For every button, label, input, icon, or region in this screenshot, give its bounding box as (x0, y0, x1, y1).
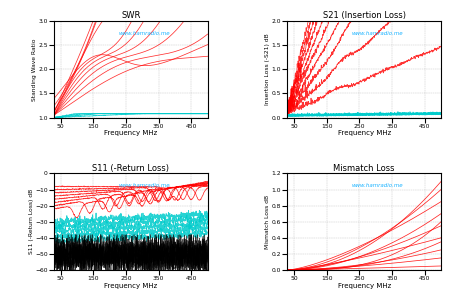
X-axis label: Frequency MHz: Frequency MHz (104, 130, 158, 136)
Text: www.hamradio.me: www.hamradio.me (118, 31, 170, 36)
Y-axis label: Insertion Loss (-S21) dB: Insertion Loss (-S21) dB (265, 33, 270, 105)
Text: www.hamradio.me: www.hamradio.me (352, 183, 404, 188)
Y-axis label: Mismatch Loss dB: Mismatch Loss dB (265, 195, 270, 249)
X-axis label: Frequency MHz: Frequency MHz (338, 130, 391, 136)
Y-axis label: S11 (-Return Loss) dB: S11 (-Return Loss) dB (29, 189, 34, 254)
Title: SWR: SWR (121, 11, 140, 20)
Title: Mismatch Loss: Mismatch Loss (333, 164, 395, 173)
Title: S11 (-Return Loss): S11 (-Return Loss) (92, 164, 169, 173)
X-axis label: Frequency MHz: Frequency MHz (338, 283, 391, 289)
Y-axis label: Standing Wave Ratio: Standing Wave Ratio (32, 38, 37, 100)
Text: www.hamradio.me: www.hamradio.me (118, 183, 170, 188)
X-axis label: Frequency MHz: Frequency MHz (104, 283, 158, 289)
Title: S21 (Insertion Loss): S21 (Insertion Loss) (323, 11, 406, 20)
Text: www.hamradio.me: www.hamradio.me (352, 31, 404, 36)
